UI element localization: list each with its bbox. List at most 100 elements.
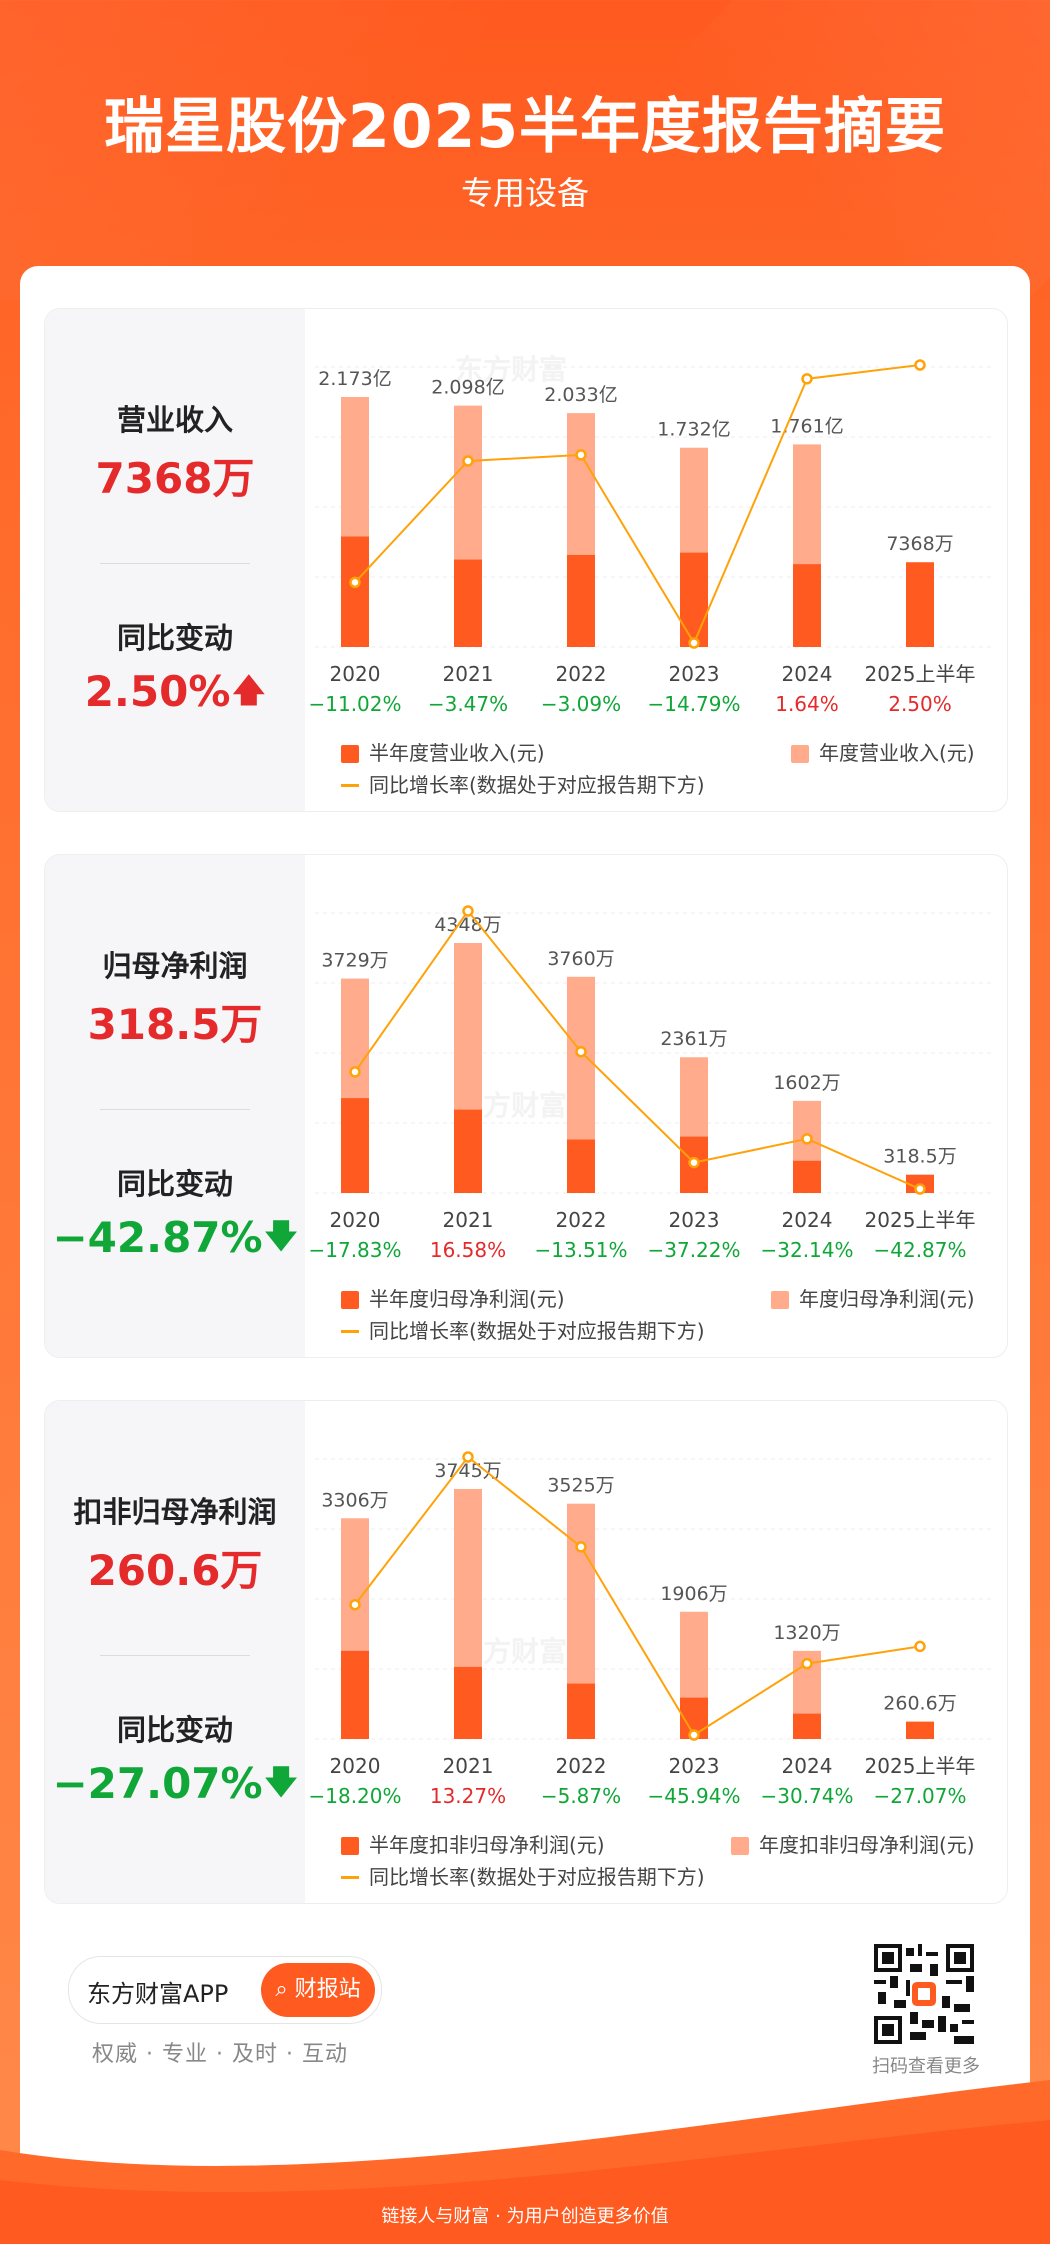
legend-annual: 年度扣非归母净利润(元) bbox=[731, 1829, 975, 1858]
growth-label: 13.27% bbox=[430, 1784, 506, 1808]
half-bar bbox=[341, 1098, 369, 1193]
growth-label: 2.50% bbox=[888, 692, 952, 716]
annual-bar-label: 1.761亿 bbox=[770, 415, 843, 437]
section-revenue: 营业收入 7368万 同比变动 2.50%🡅 东方财富 2.173亿 2020 −11… bbox=[44, 308, 1008, 812]
x-tick-label: 2020 bbox=[330, 1754, 381, 1778]
growth-label: 16.58% bbox=[430, 1238, 506, 1262]
annual-bar-label: 2361万 bbox=[660, 1028, 727, 1050]
change-value-wrap: −42.87%🡇 bbox=[45, 1213, 305, 1268]
growth-point bbox=[575, 1541, 587, 1553]
legend-line-swatch bbox=[341, 784, 359, 787]
change-value: −42.87% bbox=[52, 1213, 263, 1262]
growth-point bbox=[688, 1156, 700, 1169]
annual-bar-label: 1320万 bbox=[773, 1622, 840, 1644]
half-bar bbox=[454, 1109, 482, 1193]
legend-half: 半年度扣非归母净利润(元) bbox=[341, 1829, 605, 1858]
growth-point bbox=[462, 1451, 474, 1463]
x-tick-label: 2023 bbox=[669, 1208, 720, 1232]
annual-bar-label: 3760万 bbox=[547, 948, 614, 970]
x-tick-label: 2023 bbox=[669, 662, 720, 686]
legend-swatch bbox=[341, 1837, 359, 1855]
half-bar bbox=[341, 536, 369, 647]
qr-code-icon[interactable] bbox=[874, 1944, 974, 2044]
arrow-down-icon: 🡇 bbox=[264, 1216, 298, 1255]
revenue-chart: 东方财富 2.173亿 2020 −11.02% 2.098亿 2021 −3.47% 2.0… bbox=[308, 353, 995, 716]
half-bar bbox=[793, 1160, 821, 1193]
growth-line bbox=[354, 909, 921, 1190]
half-bar bbox=[793, 1713, 821, 1739]
growth-label: −3.09% bbox=[541, 692, 621, 716]
x-tick-label: 2022 bbox=[556, 1754, 607, 1778]
growth-label: −5.87% bbox=[541, 1784, 621, 1808]
legend-half: 半年度营业收入(元) bbox=[341, 737, 545, 766]
x-tick-label: 2023 bbox=[669, 1754, 720, 1778]
growth-point bbox=[801, 373, 813, 385]
half-bar bbox=[454, 1666, 482, 1739]
change-label: 同比变动 bbox=[116, 1167, 233, 1201]
divider bbox=[100, 1655, 250, 1656]
legend-swatch bbox=[791, 745, 809, 763]
annual-bar-label: 3525万 bbox=[547, 1475, 614, 1497]
x-tick-label: 2021 bbox=[443, 1208, 494, 1232]
footer-wave bbox=[0, 2080, 1050, 2244]
legend-swatch bbox=[771, 1291, 789, 1309]
legend-swatch bbox=[341, 745, 359, 763]
growth-point bbox=[801, 1133, 813, 1145]
growth-label: −45.94% bbox=[647, 1784, 740, 1808]
legend-annual: 年度营业收入(元) bbox=[791, 737, 975, 766]
x-tick-label: 2022 bbox=[556, 1208, 607, 1232]
legend-text: 年度营业收入(元) bbox=[819, 741, 975, 765]
growth-point bbox=[914, 1183, 926, 1195]
annual-bar-label: 4348万 bbox=[434, 914, 501, 936]
half-bar bbox=[341, 1650, 369, 1739]
half-bar-label: 318.5万 bbox=[883, 1146, 956, 1168]
half-bar bbox=[906, 562, 934, 647]
page-subtitle: 专用设备 bbox=[460, 174, 589, 212]
legend-annual: 年度归母净利润(元) bbox=[771, 1283, 975, 1312]
x-tick-label: 2020 bbox=[330, 662, 381, 686]
annual-bar-label: 2.098亿 bbox=[431, 377, 504, 399]
metric-value: 318.5万 bbox=[87, 1000, 263, 1049]
half-bar bbox=[567, 1139, 595, 1193]
arrow-up-icon: 🡅 bbox=[232, 670, 266, 709]
growth-point bbox=[462, 455, 474, 467]
metric-value: 260.6万 bbox=[87, 1546, 263, 1595]
growth-label: −37.22% bbox=[647, 1238, 740, 1262]
growth-label: −32.14% bbox=[760, 1238, 853, 1262]
x-tick-label: 2024 bbox=[782, 662, 833, 686]
x-tick-label: 2024 bbox=[782, 1754, 833, 1778]
growth-point bbox=[575, 1045, 587, 1058]
growth-line bbox=[354, 364, 921, 646]
half-bar bbox=[906, 1721, 934, 1739]
legend-text: 年度归母净利润(元) bbox=[799, 1287, 975, 1311]
growth-point bbox=[349, 1599, 361, 1611]
growth-line bbox=[354, 1455, 921, 1737]
metric-panel: 归母净利润 318.5万 同比变动 −42.87%🡇 bbox=[45, 855, 305, 1357]
legend-text: 半年度营业收入(元) bbox=[369, 741, 545, 765]
button-label: 财报站 bbox=[294, 1977, 361, 2002]
half-bar bbox=[793, 564, 821, 647]
growth-label: −42.87% bbox=[873, 1238, 966, 1262]
half-bar-label: 7368万 bbox=[886, 533, 953, 555]
x-tick-label: 2022 bbox=[556, 662, 607, 686]
half-bar bbox=[567, 554, 595, 647]
growth-label: −17.83% bbox=[308, 1238, 401, 1262]
legend-text: 年度扣非归母净利润(元) bbox=[759, 1833, 975, 1857]
legend-half: 半年度归母净利润(元) bbox=[341, 1283, 565, 1312]
half-bar bbox=[454, 559, 482, 647]
x-tick-label: 2025上半年 bbox=[865, 662, 976, 686]
growth-point bbox=[462, 905, 474, 917]
metric-label: 归母净利润 bbox=[102, 949, 248, 983]
growth-label: −3.47% bbox=[428, 692, 508, 716]
section-net-profit: 归母净利润 318.5万 同比变动 −42.87%🡇 东方财富 3729万 2020… bbox=[44, 854, 1008, 1358]
x-tick-label: 2024 bbox=[782, 1208, 833, 1232]
metric-panel: 扣非归母净利润 260.6万 同比变动 −27.07%🡇 bbox=[45, 1401, 305, 1903]
watermark: 东方财富 bbox=[455, 353, 567, 386]
app-search-pill[interactable]: 东方财富APP ⌕ 财报站 bbox=[68, 1956, 382, 2024]
report-station-button[interactable]: ⌕ 财报站 bbox=[261, 1963, 375, 2017]
growth-label: −14.79% bbox=[647, 692, 740, 716]
annual-bar-label: 3745万 bbox=[434, 1460, 501, 1482]
legend-text: 半年度归母净利润(元) bbox=[369, 1287, 565, 1311]
annual-bar-label: 3729万 bbox=[321, 950, 388, 972]
annual-bar-label: 1602万 bbox=[773, 1072, 840, 1094]
